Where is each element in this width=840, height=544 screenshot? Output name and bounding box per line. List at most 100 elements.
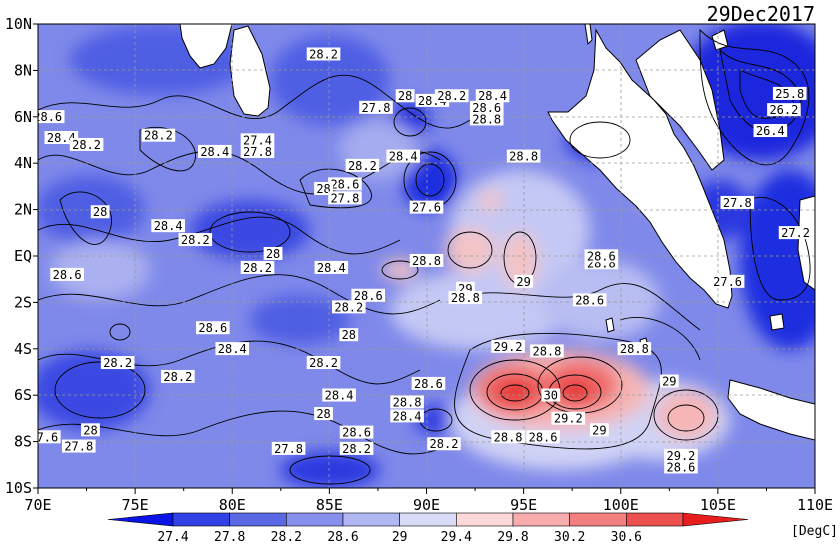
contour-label-bg	[491, 339, 525, 353]
contour-label-bg	[772, 86, 807, 100]
contour-label-bg	[386, 149, 420, 163]
contour-label-bg	[178, 233, 213, 247]
contour-label: 28.8	[469, 112, 504, 126]
contour-label: 29.2	[491, 339, 525, 354]
contour-label-text: 27.8	[274, 442, 303, 456]
colorbar-segment	[456, 512, 514, 527]
lat-tick-label: 10S	[5, 479, 32, 497]
land-masses	[179, 24, 815, 441]
contour-label: 28.6	[572, 293, 607, 307]
contour-label-bg	[197, 144, 232, 158]
colorbar-tick-label: 29.8	[497, 530, 528, 544]
contour-label: 28	[90, 205, 110, 219]
mentawai-islands	[605, 317, 615, 333]
contour-label-bg	[345, 158, 380, 172]
contour-label: 28.8	[530, 344, 564, 358]
contour-label: 28.2	[69, 137, 104, 152]
contour-label: 27.8	[720, 195, 755, 210]
colorbar-segment	[399, 512, 457, 527]
contour-label-text: 29.2	[667, 449, 696, 463]
lon-tick-label: 80E	[219, 496, 246, 514]
java	[727, 379, 815, 441]
contour-label-bg	[322, 388, 356, 402]
contour-label-text: 28.4	[200, 145, 229, 159]
contour-label: 28.2	[100, 356, 135, 370]
contour-label-bg	[664, 448, 698, 462]
contour-label-text: 27.8	[723, 196, 752, 210]
contour-label: 27.8	[61, 439, 96, 454]
contour-label-bg	[44, 131, 79, 144]
contour-label: 28	[81, 423, 100, 437]
contour-label: 27.2	[778, 226, 813, 240]
contour-label-bg	[390, 395, 424, 409]
contour-label-text: 28.6	[414, 377, 443, 391]
contour-label: 28.4	[386, 149, 420, 164]
contour-label: 28.2	[141, 128, 176, 143]
contour-label-bg	[38, 430, 61, 444]
contour-label-bg	[572, 293, 607, 307]
plot-area: 28.228 28.428.2 28.428.628.827.828.628.428…	[33, 24, 815, 488]
contour-label-bg	[469, 100, 504, 114]
contour-label-text: 28.6	[33, 110, 62, 124]
contour-label-text: 28	[316, 182, 330, 196]
colorbar-segment	[569, 512, 627, 527]
contour-label-text: 29.2	[494, 340, 523, 354]
lat-tick-label: EQ	[14, 247, 32, 265]
contour-label-bg	[526, 430, 560, 444]
contour-label-text: 28.2	[163, 370, 192, 384]
contour-label-text: 25.8	[775, 87, 804, 101]
contour-label-bg	[589, 423, 609, 437]
contour-label: 28	[314, 182, 333, 196]
contour-label-bg	[161, 369, 195, 383]
contour-label: 28.2	[345, 158, 380, 173]
contour-label-text: 28.6	[342, 426, 371, 440]
contour-label: 28.2	[306, 47, 341, 61]
colorbar-tick-label: 29	[392, 530, 408, 544]
contour-label: 27.8	[359, 100, 393, 115]
contour-label: 29	[659, 374, 679, 389]
contour-label-text: 27.8	[362, 101, 391, 115]
contour-label-bg	[469, 112, 504, 126]
contour-label: 28.4	[44, 131, 79, 145]
contour-label-bg	[196, 321, 230, 335]
contour-label-bg	[720, 195, 755, 209]
contour-label-text: 29	[592, 423, 606, 437]
contour-label-text: 28.4	[218, 342, 247, 356]
contour-label-text: 28.2	[348, 159, 377, 173]
contour-label-bg	[306, 356, 341, 370]
contour-label-text: 28.6	[529, 430, 558, 444]
india-tip	[179, 24, 233, 69]
contour-label-bg	[551, 411, 586, 425]
colorbar-tick-label: 28.2	[271, 530, 302, 544]
contour-label-text: 28.4	[47, 131, 76, 145]
contour-label: 28.8	[390, 395, 424, 409]
colorbar-tick-label: 30.2	[554, 530, 585, 544]
contour-label-text: 28.2	[309, 47, 338, 61]
contour-label-text: 26.2	[769, 103, 798, 117]
contour-label-text: 28.6	[472, 101, 501, 115]
andaman-islands	[584, 24, 593, 46]
contour-label-bg	[141, 128, 176, 142]
contour-label: 28.2	[339, 441, 374, 456]
contour-label-bg	[69, 137, 104, 151]
contour-label-text: 28.2	[309, 356, 338, 370]
contour-label-text: 28.6	[587, 249, 616, 263]
contour-label-bg	[411, 376, 446, 390]
contour-label-bg	[530, 344, 564, 358]
contour-label-text: 28.8	[620, 342, 649, 356]
contour-label-bg	[664, 460, 698, 474]
contour-label-text: 29	[516, 275, 530, 289]
contour-label-text: 28	[398, 89, 412, 103]
lat-tick-label: 2S	[14, 293, 32, 311]
latitude-axis: 10N 8N 6N 4N 2N EQ 2S 4S 6S 8S 10S	[5, 15, 38, 497]
contour-label-bg	[332, 300, 366, 314]
contour-label-text: 28.8	[412, 254, 441, 268]
contour-label: 28.6	[196, 321, 230, 335]
contour-label: 29.2	[551, 411, 586, 426]
contour-label-bg	[240, 144, 275, 158]
colorbar: 27.4 27.8 28.2 28.6 29 29.4 29.8 30.2 30.6	[107, 512, 749, 544]
colorbar-tick-label: 27.4	[157, 530, 188, 544]
contour-label: 28.6	[339, 425, 374, 440]
contour-label: 28.4	[197, 144, 232, 159]
contour-label: 29.2	[664, 448, 698, 463]
